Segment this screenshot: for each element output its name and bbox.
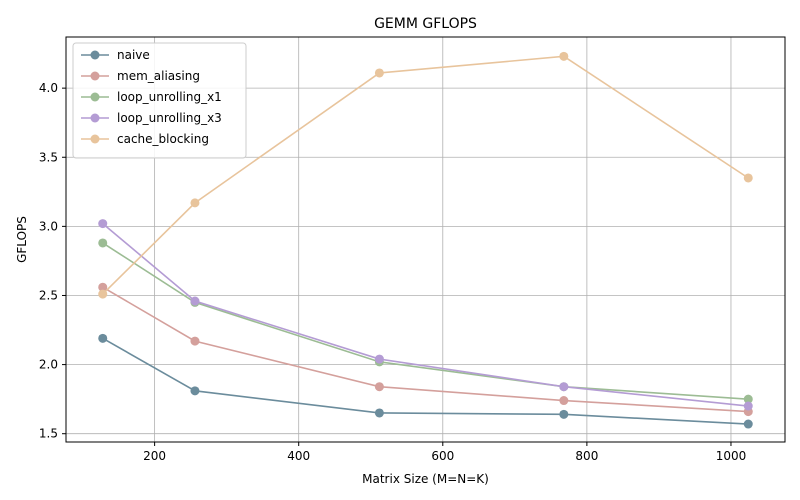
legend-marker	[90, 92, 100, 102]
legend-item: naive	[81, 48, 150, 62]
x-tick-label: 200	[143, 449, 166, 463]
legend-label: loop_unrolling_x3	[117, 111, 222, 125]
data-point	[743, 401, 753, 411]
chart-title: GEMM GFLOPS	[374, 16, 477, 32]
y-tick-label: 3.5	[39, 150, 58, 164]
data-point	[559, 382, 569, 392]
series-naive	[98, 333, 753, 429]
y-tick-label: 1.5	[39, 427, 58, 441]
data-point	[374, 68, 384, 78]
legend-label: mem_aliasing	[117, 69, 200, 83]
data-point	[374, 382, 384, 392]
legend: naive mem_aliasing loop_unrolling_x1 loop_u…	[72, 42, 247, 159]
x-axis-label: Matrix Size (M=N=K)	[362, 472, 489, 486]
data-point	[190, 296, 200, 306]
data-point	[743, 394, 753, 404]
plot-frame	[65, 36, 786, 443]
series-mem-aliasing	[98, 282, 753, 417]
y-tick-label: 2.0	[39, 358, 58, 372]
data-point	[559, 409, 569, 419]
legend-item: cache_blocking	[81, 132, 209, 146]
legend-label: loop_unrolling_x1	[117, 90, 222, 104]
x-tick-label: 1000	[716, 449, 747, 463]
data-point	[98, 282, 108, 292]
data-point	[98, 219, 108, 229]
series-loop-unrolling-x3	[98, 219, 753, 411]
legend-marker	[90, 50, 100, 60]
legend-item: loop_unrolling_x3	[81, 111, 222, 125]
data-point	[98, 238, 108, 248]
series-layer	[98, 51, 753, 429]
legend-box	[72, 42, 247, 159]
x-tick-label: 400	[287, 449, 310, 463]
x-tick-label: 800	[575, 449, 598, 463]
legend-label: cache_blocking	[117, 132, 209, 146]
data-point	[190, 386, 200, 396]
data-point	[559, 396, 569, 406]
grid-lines	[66, 37, 785, 442]
data-point	[559, 51, 569, 61]
axis-ticks: 200 400 600 800 1000 1.5 2.0 2.5 3.0 3.5 4.0	[39, 81, 746, 463]
legend-marker	[90, 71, 100, 81]
y-axis-label: GFLOPS	[15, 216, 29, 263]
data-point	[374, 354, 384, 364]
y-tick-label: 4.0	[39, 81, 58, 95]
data-point	[98, 289, 108, 299]
data-point	[98, 333, 108, 343]
y-tick-label: 2.5	[39, 288, 58, 302]
data-point	[374, 408, 384, 418]
legend-item: loop_unrolling_x1	[81, 90, 222, 104]
data-point	[743, 419, 753, 429]
data-point	[190, 198, 200, 208]
series-cache-blocking	[98, 51, 753, 299]
legend-label: naive	[117, 48, 150, 62]
y-tick-label: 3.0	[39, 219, 58, 233]
x-tick-label: 600	[431, 449, 454, 463]
data-point	[743, 173, 753, 183]
data-point	[190, 336, 200, 346]
legend-marker	[90, 113, 100, 123]
legend-item: mem_aliasing	[81, 69, 200, 83]
legend-marker	[90, 134, 100, 144]
